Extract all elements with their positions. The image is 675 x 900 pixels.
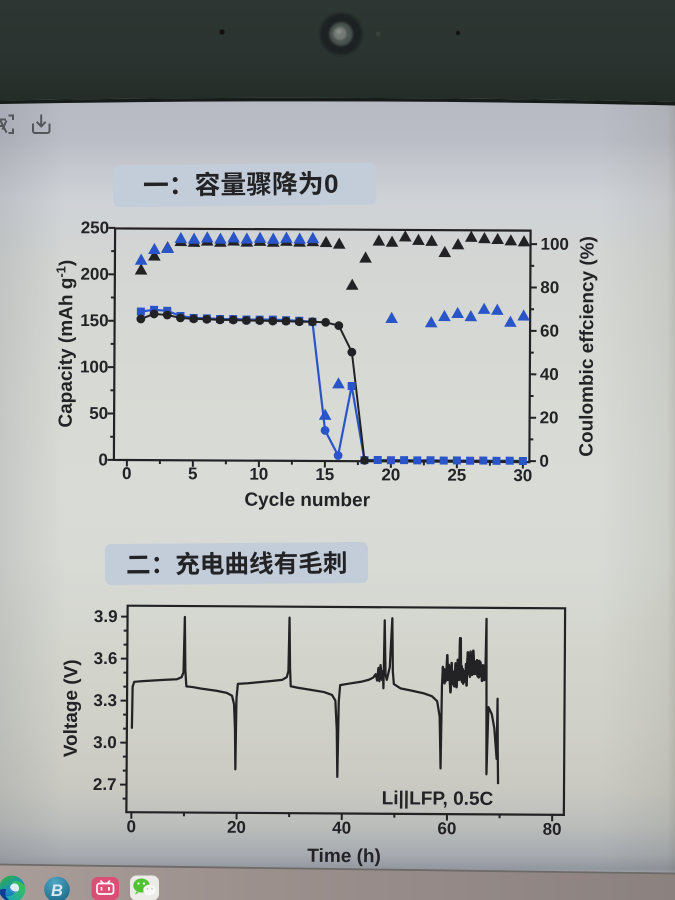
- svg-text:Coulombic effciency (%): Coulombic effciency (%): [576, 236, 598, 457]
- svg-text:B: B: [51, 882, 63, 900]
- svg-text:40: 40: [332, 818, 351, 837]
- svg-text:250: 250: [81, 218, 109, 237]
- svg-text:50: 50: [89, 404, 108, 423]
- svg-text:20: 20: [540, 408, 559, 427]
- svg-text:Capacity (mAh g-1): Capacity (mAh g-1): [53, 260, 78, 428]
- svg-text:200: 200: [80, 265, 108, 284]
- svg-text:3.3: 3.3: [93, 691, 117, 710]
- svg-text:3.6: 3.6: [94, 649, 118, 668]
- svg-text:80: 80: [543, 820, 562, 839]
- svg-text:100: 100: [80, 357, 108, 376]
- svg-text:3.9: 3.9: [94, 607, 118, 626]
- svg-text:20: 20: [381, 465, 400, 484]
- svg-text:0: 0: [98, 450, 108, 469]
- svg-text:5: 5: [188, 464, 198, 483]
- svg-text:0: 0: [126, 817, 136, 836]
- svg-text:Cycle number: Cycle number: [244, 490, 370, 512]
- svg-text:2.7: 2.7: [93, 775, 117, 794]
- svg-text:100: 100: [540, 235, 568, 254]
- svg-text:80: 80: [540, 278, 559, 297]
- svg-text:60: 60: [540, 321, 559, 340]
- svg-text:10: 10: [249, 465, 268, 484]
- svg-text:0: 0: [539, 452, 549, 471]
- svg-text:Li||LFP, 0.5C: Li||LFP, 0.5C: [382, 788, 494, 810]
- svg-text:25: 25: [447, 466, 466, 485]
- svg-text:20: 20: [227, 818, 246, 837]
- svg-text:150: 150: [80, 311, 108, 330]
- svg-text:30: 30: [513, 466, 532, 485]
- svg-text:3.0: 3.0: [93, 733, 117, 752]
- svg-text:Time (h): Time (h): [307, 846, 381, 867]
- svg-text:40: 40: [540, 365, 559, 384]
- svg-text:0: 0: [122, 464, 132, 483]
- svg-text:0: 0: [324, 169, 339, 199]
- svg-text:15: 15: [315, 465, 334, 484]
- svg-text:Voltage (V): Voltage (V): [61, 659, 83, 757]
- svg-text:60: 60: [437, 819, 456, 838]
